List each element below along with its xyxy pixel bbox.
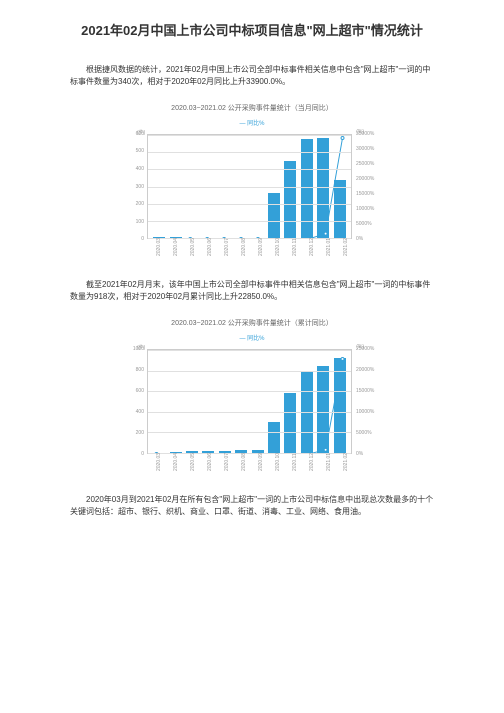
y-left-tick: 500: [136, 148, 144, 154]
y-left-tick: 0: [141, 236, 144, 242]
y-left-tick: 400: [136, 409, 144, 415]
bar: [268, 422, 280, 453]
bar: [268, 193, 280, 238]
y-left-tick: 100: [136, 219, 144, 225]
bar: [284, 161, 296, 238]
y-right-tick: 35000%: [356, 131, 374, 137]
bar: [284, 393, 296, 453]
y-left-tick: 0: [141, 451, 144, 457]
y-right-tick: 5000%: [356, 221, 372, 227]
y-right-tick: 30000%: [356, 146, 374, 152]
chart-2-title: 2020.03~2021.02 公开采购事件量统计（累计同比）: [122, 318, 382, 328]
y-right-tick: 15000%: [356, 388, 374, 394]
x-tick: 2021.02: [343, 459, 367, 471]
y-right-tick: 0%: [356, 451, 363, 457]
chart-1-legend: — 同比%: [122, 118, 382, 127]
paragraph-3: 2020年03月到2021年02月在所有包含"网上超市"一词的上市公司中标信息中…: [70, 494, 434, 518]
bar: [334, 358, 346, 453]
y-left-tick: 600: [136, 131, 144, 137]
bar: [334, 180, 346, 238]
y-left-tick: 300: [136, 184, 144, 190]
y-right-tick: 0%: [356, 236, 363, 242]
y-right-tick: 25000%: [356, 346, 374, 352]
y-right-tick: 15000%: [356, 191, 374, 197]
y-right-tick: 10000%: [356, 206, 374, 212]
chart-1-title: 2020.03~2021.02 公开采购事件量统计（当月同比）: [122, 103, 382, 113]
y-left-tick: 200: [136, 201, 144, 207]
y-left-tick: 800: [136, 367, 144, 373]
chart-2: 2020.03~2021.02 公开采购事件量统计（累计同比） — 同比% (件…: [122, 318, 382, 479]
bar: [317, 138, 329, 238]
y-right-tick: 20000%: [356, 176, 374, 182]
x-tick: 2021.02: [343, 244, 367, 256]
y-left-tick: 400: [136, 166, 144, 172]
chart-2-legend: — 同比%: [122, 333, 382, 342]
paragraph-1: 根据捷风数据的统计，2021年02月中国上市公司全部中标事件相关信息中包含"网上…: [70, 64, 434, 88]
bar: [317, 366, 329, 453]
paragraph-2: 截至2021年02月月末，该年中国上市公司全部中标事件中相关信息包含"网上超市"…: [70, 279, 434, 303]
y-left-tick: 600: [136, 388, 144, 394]
chart-1: 2020.03~2021.02 公开采购事件量统计（当月同比） — 同比% (件…: [122, 103, 382, 264]
page-title: 2021年02月中国上市公司中标项目信息"网上超市"情况统计: [30, 20, 474, 39]
y-left-tick: 1000: [133, 346, 144, 352]
bar: [301, 139, 313, 238]
y-left-tick: 200: [136, 430, 144, 436]
y-right-tick: 10000%: [356, 409, 374, 415]
y-right-tick: 25000%: [356, 161, 374, 167]
y-right-tick: 5000%: [356, 430, 372, 436]
y-right-tick: 20000%: [356, 367, 374, 373]
